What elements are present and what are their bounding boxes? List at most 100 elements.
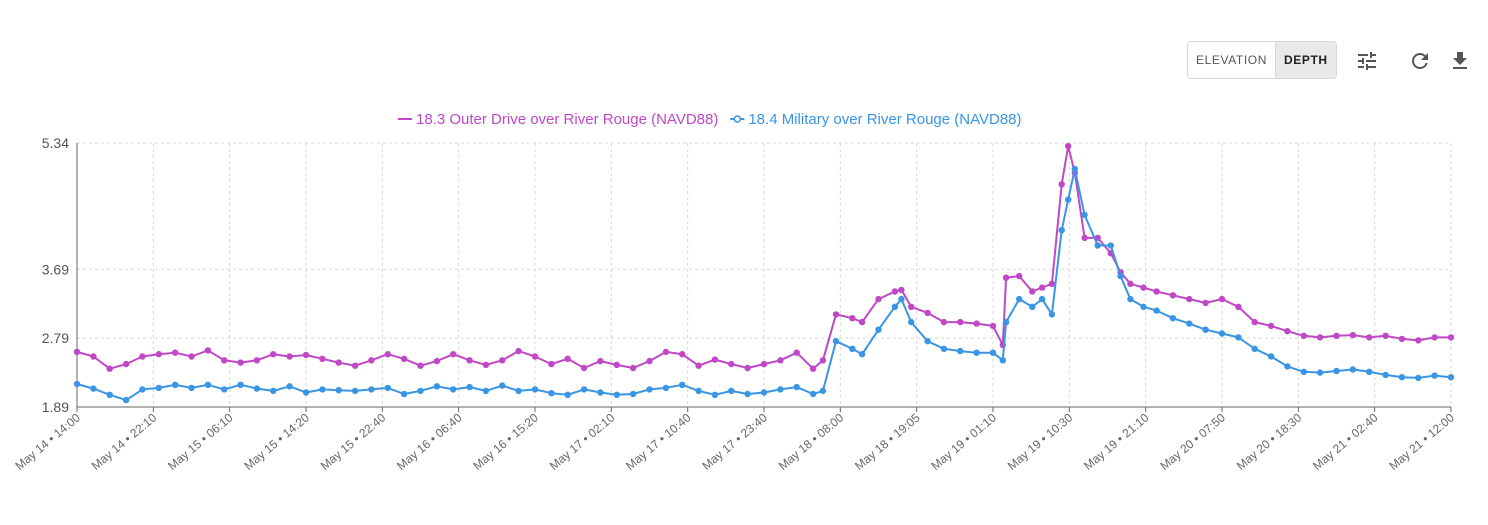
refresh-icon (1412, 53, 1428, 69)
depth-button[interactable]: DEPTH (1274, 42, 1336, 78)
series-1-point (1333, 332, 1340, 339)
y-tick-label: 3.69 (42, 261, 69, 277)
series-1-point (989, 322, 997, 330)
series-2-point (849, 345, 856, 352)
series-1-point (237, 359, 244, 366)
series-2-point (1300, 368, 1308, 375)
series-2-point (1415, 374, 1422, 382)
series-2-point (1186, 320, 1193, 327)
series-2-point (1071, 165, 1079, 173)
series-1-point (597, 357, 604, 365)
series-2-point (417, 387, 424, 395)
x-tick-label: May 20 • 07:50 (1157, 410, 1228, 473)
series-1-point (891, 288, 899, 295)
series-2-point (1284, 363, 1291, 370)
series-2-point (858, 351, 866, 358)
download-icon (1453, 52, 1467, 69)
series-2-point (1153, 307, 1160, 314)
series-2-point (924, 338, 931, 345)
x-tick-label: May 14 • 22:10 (89, 410, 160, 473)
series-2-point (466, 383, 473, 391)
series-2-point (1169, 315, 1177, 322)
series-1-point (1002, 274, 1010, 281)
series-1-point (1398, 335, 1406, 343)
series-2-point (1065, 196, 1072, 203)
series-1-point (613, 361, 620, 369)
series-2-point (515, 387, 522, 395)
series-1-point (171, 349, 179, 356)
legend-item-1: 18.3 Outer Drive over River Rouge (NAVD8… (398, 111, 718, 128)
series-2-point (1048, 311, 1056, 318)
series-2-point (1058, 227, 1065, 234)
series-2-point (1002, 318, 1010, 326)
series-2-point (1349, 366, 1357, 373)
series-2-point (1251, 345, 1258, 352)
x-tick-label: May 18 • 08:00 (776, 410, 847, 473)
series-2-point (1267, 353, 1275, 360)
series-2-point (368, 386, 375, 393)
series-2-point (319, 386, 326, 393)
series-1-point (253, 357, 261, 364)
series-2-point (629, 390, 637, 398)
series-1-point (679, 351, 686, 358)
x-tick-label: May 20 • 18:30 (1234, 410, 1305, 473)
series-1-point (450, 351, 457, 358)
series-2-point (662, 384, 670, 392)
series-2-point (1447, 374, 1455, 381)
x-tick-label: May 17 • 02:10 (547, 410, 618, 473)
series-2-point (711, 391, 719, 398)
series-1-point (384, 351, 391, 358)
y-tick-label: 5.34 (42, 135, 69, 151)
series-2-point (139, 386, 146, 393)
series-1-point (270, 351, 277, 358)
series-1-point (1186, 295, 1193, 303)
series-2-point (351, 387, 359, 395)
series-1-point (351, 362, 359, 369)
series-1-point (417, 362, 424, 369)
series-1-point (1316, 334, 1324, 341)
series-2-point (777, 386, 784, 393)
series-2-point (204, 381, 212, 388)
series-1-point (1415, 337, 1422, 344)
series-1-point (319, 355, 326, 362)
series-2-point (1333, 367, 1340, 375)
series-1-point (335, 359, 342, 366)
series-1-point (1140, 284, 1147, 291)
series-2-point (548, 390, 555, 397)
series-1-point (482, 361, 490, 369)
series-2-point (1107, 242, 1115, 249)
series-1-point (858, 318, 866, 326)
series-1-point (1284, 328, 1291, 335)
series-1-point (1029, 288, 1036, 295)
download-button[interactable] (1448, 49, 1472, 73)
series-1-point (531, 353, 539, 360)
series-2-point (450, 386, 457, 393)
legend: 18.3 Outer Drive over River Rouge (NAVD8… (398, 111, 1022, 128)
series-1-point (744, 364, 751, 372)
series-1-point (1048, 280, 1056, 287)
x-tick-label: May 15 • 14:20 (241, 410, 312, 473)
series-1-point (728, 360, 735, 368)
x-tick-label: May 16 • 06:40 (394, 410, 465, 473)
series-2-point (1316, 369, 1324, 376)
legend-marker (733, 115, 742, 123)
series-2-point (728, 387, 735, 395)
series-2-point (384, 384, 391, 392)
series-1-point (106, 365, 113, 372)
series-1-point (940, 318, 948, 326)
series-1-point (286, 353, 293, 360)
refresh-button[interactable] (1408, 49, 1432, 73)
series-1-point (1169, 292, 1177, 299)
series-2-point (1398, 374, 1406, 381)
elevation-button[interactable]: ELEVATION (1188, 42, 1275, 78)
series-1-point (580, 364, 588, 372)
series-2-point (433, 383, 441, 390)
series-1-point (1081, 234, 1088, 242)
toolbar: ELEVATION DEPTH (1187, 41, 1337, 79)
filter-settings-button[interactable] (1355, 49, 1379, 73)
series-1-point (1127, 280, 1134, 287)
series-2-point (499, 382, 506, 389)
series-2-point (679, 381, 686, 388)
tune-icon (1358, 52, 1376, 70)
series-2-point (898, 295, 905, 303)
